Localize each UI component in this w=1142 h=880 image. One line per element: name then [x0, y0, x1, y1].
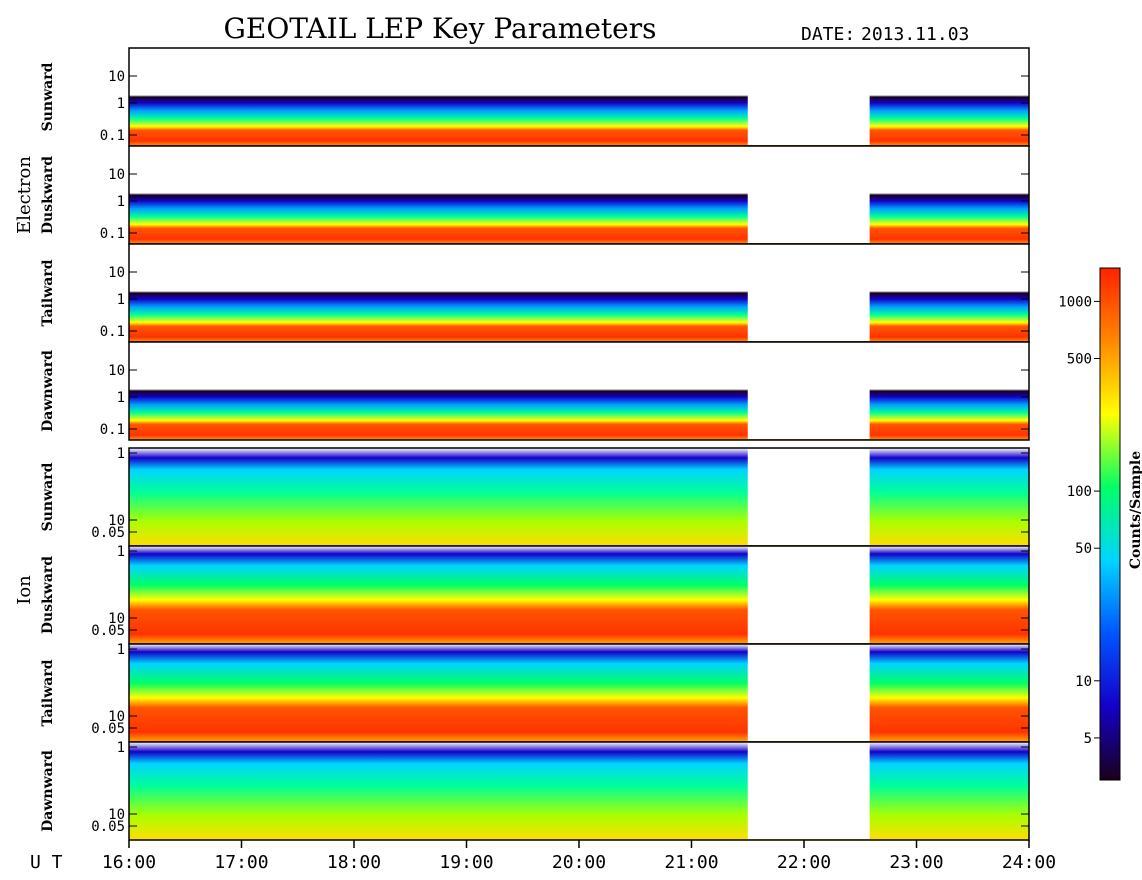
colorbar-tick-label: 10	[1075, 674, 1092, 690]
y-tick-label: 1	[117, 544, 125, 560]
y-tick-label: 0.05	[91, 819, 125, 835]
y-tick-label: 10	[108, 363, 125, 379]
x-axis-prefix: U T	[30, 852, 63, 873]
y-tick-label: 1	[117, 446, 125, 462]
x-tick-label: 18:00	[327, 852, 381, 873]
data-gap	[747, 547, 870, 643]
panel-ion-tailward: 10 1 0.05	[91, 642, 1030, 743]
panel-direction-label: Dawnward	[40, 750, 56, 832]
panel-direction-label: Dawnward	[40, 350, 56, 432]
y-tick-label: 0.1	[100, 226, 125, 242]
group-label-electron: Electron	[14, 156, 35, 234]
y-tick-label: 10	[108, 265, 125, 281]
y-tick-label: 0.1	[100, 422, 125, 438]
panel-ion-dawnward: 10 1 0.05	[91, 740, 1030, 841]
panel-direction-labels: Sunward Duskward Tailward Dawnward Sunward Du…	[40, 62, 56, 831]
panel-electron-dawnward: 10 1 0.1	[100, 341, 1030, 441]
colorbar: 1000 500 100 50 10 5	[1058, 267, 1121, 781]
panel-frame	[128, 341, 1030, 441]
panel-direction-label: Tailward	[40, 259, 56, 326]
panel-direction-label: Duskward	[40, 556, 56, 634]
chart-title: GEOTAIL LEP Key Parameters	[224, 12, 657, 45]
colorbar-tick-label: 1000	[1058, 294, 1092, 310]
x-tick-label: 24:00	[1002, 852, 1056, 873]
y-tick-label: 0.05	[91, 721, 125, 737]
y-tick-label: 10	[108, 709, 125, 725]
y-tick-label: 1	[117, 292, 125, 308]
colorbar-tick-label: 500	[1067, 352, 1092, 368]
colorbar-tick-label: 5	[1084, 731, 1092, 747]
panel-direction-label: Duskward	[40, 156, 56, 234]
panel-data-fill	[129, 644, 1029, 742]
spectrogram-panels: 1010.11010.11010.11010.11010.051010.0510…	[91, 47, 1030, 841]
colorbar-scale	[1099, 267, 1121, 781]
panel-data-fill	[129, 742, 1029, 840]
date-value: 2013.11.03	[861, 24, 969, 45]
panel-ion-duskward: 10 1 0.05	[91, 544, 1030, 645]
y-tick-label: 0.1	[100, 128, 125, 144]
y-tick-label: 10	[108, 807, 125, 823]
group-label-ion: Ion	[14, 575, 35, 605]
y-tick-label: 10	[108, 513, 125, 529]
data-gap	[747, 645, 870, 741]
y-tick-label: 0.05	[91, 525, 125, 541]
data-gap	[747, 343, 870, 439]
x-tick-label: 19:00	[439, 852, 493, 873]
date-label: DATE:	[801, 24, 855, 45]
y-tick-label: 1	[117, 740, 125, 756]
y-tick-label: 0.1	[100, 324, 125, 340]
colorbar-tick-label: 100	[1067, 484, 1092, 500]
data-gap	[747, 49, 870, 145]
y-tick-label: 1	[117, 390, 125, 406]
panel-direction-label: Tailward	[40, 659, 56, 726]
panel-data-fill	[129, 546, 1029, 644]
colorbar-label: Counts/Sample	[1128, 451, 1142, 569]
panel-electron-tailward: 10 1 0.1	[100, 243, 1030, 343]
panel-data-fill	[129, 244, 1029, 342]
x-tick-label: 23:00	[889, 852, 943, 873]
panel-data-fill	[129, 146, 1029, 244]
colorbar-tick-label: 50	[1075, 541, 1092, 557]
data-gap	[747, 743, 870, 839]
x-axis-ticks: 16:00 17:00 18:00 19:00 20:00 21:00 22:00 23:00…	[102, 840, 1056, 873]
panel-electron-duskward: 10 1 0.1	[100, 145, 1030, 245]
data-gap	[747, 245, 870, 341]
y-tick-label: 10	[108, 69, 125, 85]
y-tick-label: 10	[108, 611, 125, 627]
panel-direction-label: Sunward	[40, 62, 56, 131]
panel-data-fill	[129, 342, 1029, 440]
y-tick-label: 1	[117, 642, 125, 658]
panel-electron-sunward: 10 1 0.1	[100, 47, 1030, 147]
x-tick-label: 21:00	[664, 852, 718, 873]
y-tick-label: 0.05	[91, 623, 125, 639]
data-gap	[747, 449, 870, 545]
y-tick-label: 1	[117, 194, 125, 210]
x-tick-label: 20:00	[552, 852, 606, 873]
y-tick-label: 1	[117, 96, 125, 112]
y-tick-label: 10	[108, 167, 125, 183]
data-gap	[747, 147, 870, 243]
x-tick-label: 16:00	[102, 852, 156, 873]
panel-data-fill	[129, 48, 1029, 146]
x-tick-label: 17:00	[214, 852, 268, 873]
panel-ion-sunward: 10 1 0.05	[91, 446, 1030, 547]
panel-data-fill	[129, 448, 1029, 546]
x-tick-label: 22:00	[777, 852, 831, 873]
panel-direction-label: Sunward	[40, 462, 56, 531]
